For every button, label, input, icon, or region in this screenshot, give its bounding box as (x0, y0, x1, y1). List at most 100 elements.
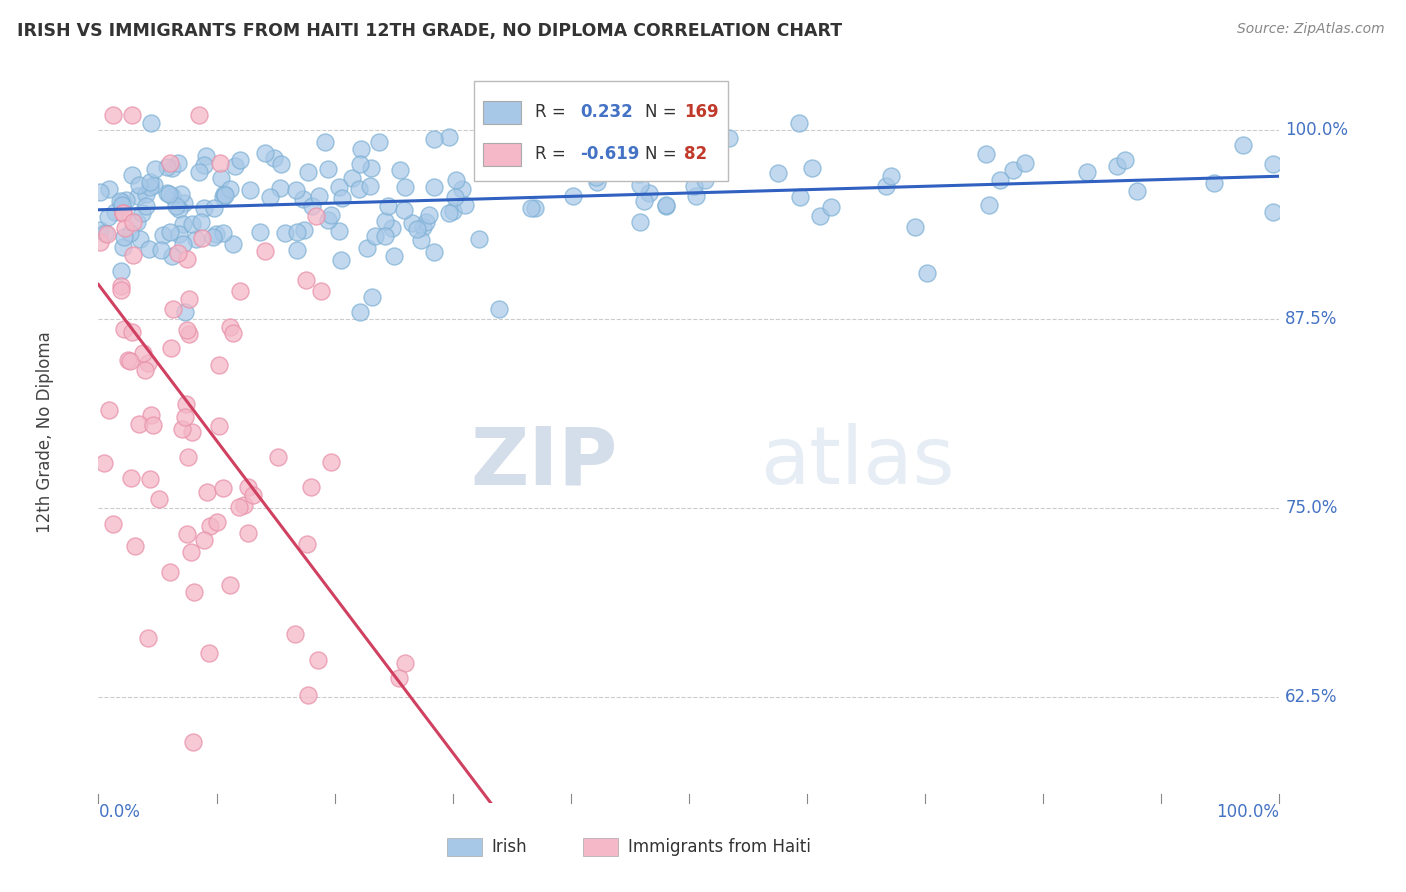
Point (115, 193, 138, 207)
Point (1105, 159, 1128, 173)
Point (112, 240, 135, 254)
Point (212, 226, 235, 240)
Point (439, 130, 461, 145)
Point (202, 201, 225, 215)
Point (1126, 184, 1149, 198)
FancyBboxPatch shape (582, 838, 619, 856)
Point (166, 246, 188, 260)
Point (655, 197, 678, 211)
Point (292, 192, 315, 206)
Point (523, 201, 546, 215)
Point (406, 221, 429, 235)
Point (221, 326, 243, 341)
Point (172, 236, 194, 251)
Point (380, 848, 402, 863)
Point (633, 194, 655, 208)
Point (139, 472, 162, 486)
Point (209, 170, 232, 185)
Point (299, 480, 322, 494)
Point (183, 585, 205, 599)
Point (89, 222, 111, 236)
Point (437, 205, 460, 219)
Point (111, 197, 134, 211)
Point (98, 181, 121, 195)
Text: 0.0%: 0.0% (98, 803, 141, 821)
Point (977, 197, 1000, 211)
Point (630, 140, 652, 154)
Point (284, 627, 307, 641)
Point (172, 217, 194, 231)
Point (139, 408, 162, 422)
Point (138, 632, 160, 646)
Point (360, 161, 382, 175)
Point (342, 171, 364, 186)
Point (412, 220, 434, 235)
Point (219, 182, 242, 196)
Point (222, 236, 245, 251)
Point (269, 181, 291, 195)
Point (349, 157, 371, 171)
Point (128, 232, 150, 246)
Point (208, 418, 231, 433)
Point (121, 168, 143, 182)
Point (990, 173, 1012, 187)
Point (193, 201, 215, 215)
Point (139, 180, 162, 194)
Point (381, 221, 404, 235)
Point (142, 417, 165, 432)
Point (121, 108, 143, 122)
Point (165, 198, 187, 212)
Point (915, 266, 938, 280)
Point (242, 488, 264, 502)
Point (451, 182, 474, 196)
Point (181, 217, 204, 231)
Point (364, 229, 387, 244)
Point (143, 162, 166, 177)
Point (131, 206, 153, 220)
Point (181, 735, 204, 749)
Point (139, 116, 162, 130)
Point (120, 354, 142, 368)
Point (219, 578, 242, 592)
Point (527, 160, 550, 174)
Text: atlas: atlas (759, 423, 955, 501)
Point (205, 227, 228, 241)
FancyBboxPatch shape (484, 143, 522, 166)
Point (297, 165, 319, 179)
Point (127, 215, 149, 229)
Point (167, 202, 190, 216)
Point (880, 169, 903, 183)
Point (685, 189, 707, 203)
Text: ZIP: ZIP (471, 423, 619, 501)
Text: 100.0%: 100.0% (1216, 803, 1279, 821)
Point (229, 153, 252, 168)
Point (160, 341, 183, 355)
Point (188, 165, 211, 179)
Point (110, 283, 132, 297)
Point (200, 519, 222, 533)
Point (176, 526, 198, 541)
Point (321, 455, 343, 469)
Point (152, 228, 174, 243)
Point (314, 135, 336, 149)
Point (138, 243, 160, 257)
FancyBboxPatch shape (474, 81, 728, 181)
Point (156, 160, 179, 174)
Point (159, 156, 181, 170)
Point (117, 352, 139, 367)
Point (444, 190, 467, 204)
Point (297, 688, 319, 702)
Point (292, 223, 315, 237)
Point (212, 187, 235, 202)
Point (120, 471, 142, 485)
Point (349, 304, 371, 318)
Point (308, 189, 330, 203)
Text: IRISH VS IMMIGRANTS FROM HAITI 12TH GRADE, NO DIPLOMA CORRELATION CHART: IRISH VS IMMIGRANTS FROM HAITI 12TH GRAD… (17, 22, 842, 40)
Point (349, 182, 371, 196)
Point (444, 173, 467, 187)
Point (295, 537, 318, 551)
Point (157, 187, 180, 202)
Point (174, 409, 197, 424)
Point (121, 325, 143, 339)
Point (305, 209, 328, 223)
